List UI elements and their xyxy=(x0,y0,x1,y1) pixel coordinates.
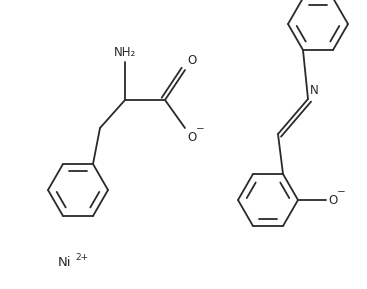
Text: O: O xyxy=(187,54,196,67)
Text: Ni: Ni xyxy=(58,257,72,270)
Text: −: − xyxy=(337,187,346,197)
Text: O: O xyxy=(187,131,196,144)
Text: NH₂: NH₂ xyxy=(114,46,136,59)
Text: −: − xyxy=(196,124,205,134)
Text: O: O xyxy=(328,194,337,207)
Text: N: N xyxy=(310,84,319,97)
Text: 2+: 2+ xyxy=(75,253,88,262)
